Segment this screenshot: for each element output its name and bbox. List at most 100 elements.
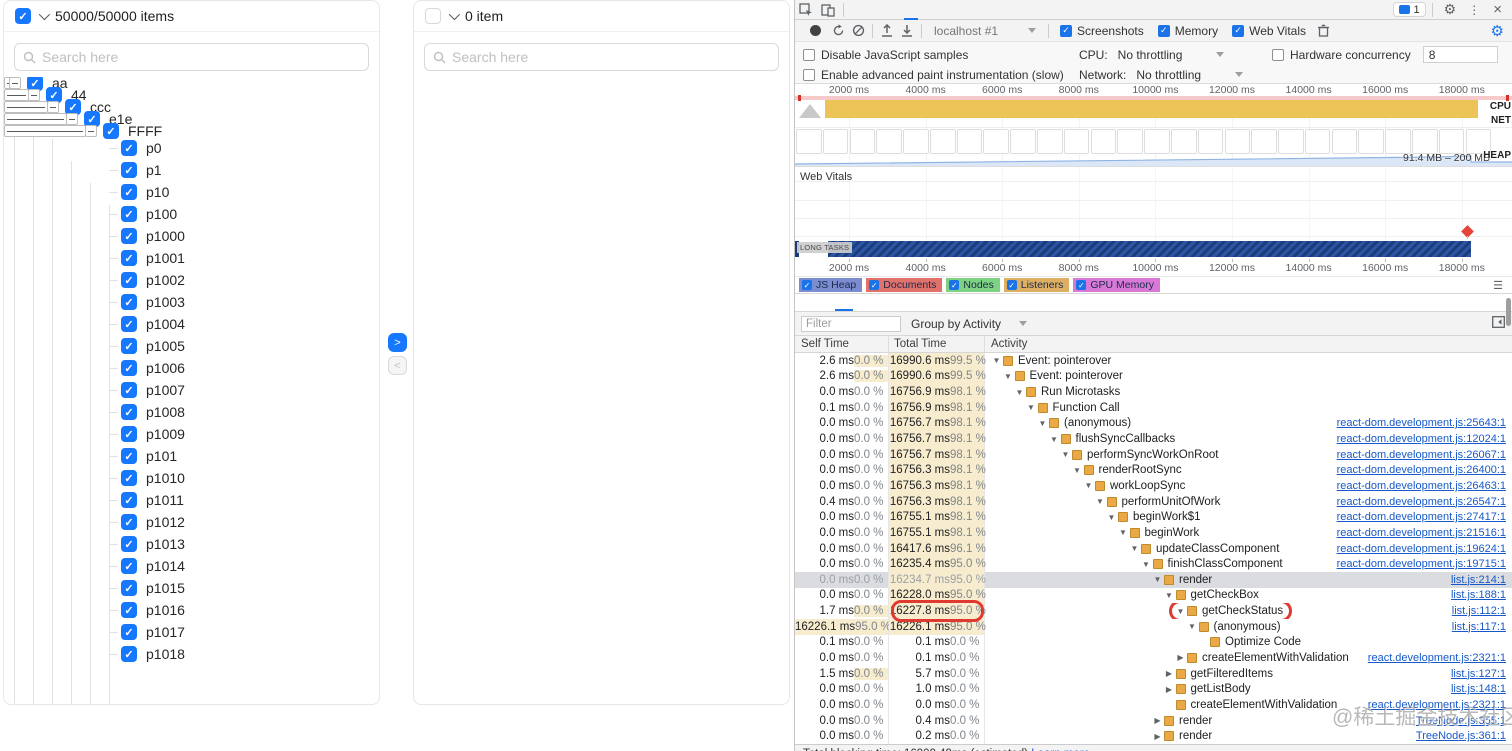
screenshot-frame[interactable] — [929, 129, 956, 154]
screenshot-frame[interactable] — [1090, 129, 1117, 154]
tree-item-checkbox[interactable]: ✓ — [121, 470, 137, 486]
devtools-tab[interactable] — [904, 0, 918, 20]
detail-tab[interactable] — [853, 293, 871, 311]
collapse-toggle-icon[interactable] — [9, 77, 21, 89]
devtools-tab[interactable] — [960, 0, 974, 20]
tree-item[interactable]: ✓ p1018 — [4, 643, 379, 665]
device-toolbar-icon[interactable] — [817, 2, 839, 18]
source-location-link[interactable]: list.js:188:1 — [1450, 589, 1506, 602]
expand-arrow-icon[interactable]: ▼ — [1142, 559, 1150, 569]
expand-arrow-icon[interactable]: ▼ — [1107, 512, 1116, 522]
long-task-bar[interactable] — [828, 241, 1471, 257]
tree-item[interactable]: ✓ p1 — [4, 159, 379, 181]
settings-gear-icon[interactable]: ⚙ — [1443, 1, 1457, 17]
save-profile-icon[interactable] — [897, 22, 917, 40]
tree-item-checkbox[interactable]: ✓ — [103, 123, 119, 139]
learn-more-link[interactable]: Learn more — [1031, 748, 1090, 751]
devtools-tab[interactable] — [862, 0, 876, 20]
call-tree-row[interactable]: 1.5 ms 0.0 % 5.7 ms 0.0 % ▶ getFilteredI… — [795, 665, 1512, 682]
move-right-button[interactable]: > — [388, 333, 407, 352]
source-location-link[interactable]: list.js:117:1 — [1451, 620, 1506, 633]
screenshot-frame[interactable] — [1197, 129, 1224, 154]
call-tree-row[interactable]: 0.0 ms 0.0 % 16756.7 ms 98.1 % ▼ perform… — [795, 446, 1512, 463]
expand-arrow-icon[interactable]: ▼ — [1038, 418, 1047, 428]
devtools-tab[interactable] — [946, 0, 960, 20]
call-tree-row[interactable]: 0.0 ms 0.0 % 0.1 ms 0.0 % ▶ createElemen… — [795, 650, 1512, 666]
screenshot-frame[interactable] — [1411, 129, 1438, 154]
expand-arrow-icon[interactable]: ▼ — [1084, 481, 1093, 491]
collapse-toggle-icon[interactable] — [66, 113, 78, 125]
screenshot-frame[interactable] — [1170, 129, 1197, 154]
screenshot-frame[interactable] — [1385, 129, 1411, 154]
screenshot-frame[interactable] — [1117, 129, 1143, 154]
expand-arrow-icon[interactable]: ▶ — [1177, 653, 1184, 663]
source-location-link[interactable]: list.js:127:1 — [1450, 667, 1506, 680]
close-devtools-icon[interactable]: × — [1493, 1, 1502, 18]
devtools-tab[interactable] — [918, 0, 932, 20]
group-by-select[interactable]: Group by Activity — [911, 317, 1028, 331]
scrollbar-thumb[interactable] — [1506, 298, 1511, 326]
select-all-checkbox[interactable]: ✓ — [15, 8, 31, 24]
tree-item-checkbox[interactable]: ✓ — [121, 294, 137, 310]
screenshot-frame[interactable] — [983, 129, 1010, 154]
call-tree-row[interactable]: 0.0 ms 0.0 % 16756.3 ms 98.1 % ▼ renderR… — [795, 462, 1512, 479]
timeline-overview[interactable]: 2000 ms 4000 ms 6000 ms 8000 ms 10000 ms 1200… — [795, 84, 1512, 167]
expand-arrow-icon[interactable]: ▼ — [1165, 590, 1173, 600]
screenshot-frame[interactable] — [1278, 129, 1304, 154]
screenshot-frame[interactable] — [1465, 129, 1492, 154]
source-location-link[interactable]: react-dom.development.js:25643:1 — [1336, 417, 1506, 430]
tree-item-checkbox[interactable]: ✓ — [121, 448, 137, 464]
tree-item[interactable]: ✓ p1006 — [4, 357, 379, 379]
screenshot-frame[interactable] — [1438, 129, 1465, 154]
more-options-icon[interactable]: ⋮ — [1468, 2, 1481, 17]
detail-tab[interactable] — [817, 293, 835, 311]
source-location-link[interactable]: react-dom.development.js:12024:1 — [1336, 433, 1506, 446]
screenshot-frame[interactable] — [1331, 129, 1358, 154]
call-tree-row[interactable]: 0.0 ms 0.0 % 16417.6 ms 96.1 % ▼ updateC… — [795, 540, 1512, 557]
screenshot-frame[interactable] — [876, 129, 902, 154]
disable-js-samples-row[interactable]: ✓ Disable JavaScript samples — [803, 44, 968, 65]
tree-item-checkbox[interactable]: ✓ — [121, 184, 137, 200]
call-tree-row[interactable]: 0.0 ms 0.0 % 16228.0 ms 95.0 % ▼ getChec… — [795, 587, 1512, 604]
tree-item[interactable]: ✓ p1002 — [4, 269, 379, 291]
tree-item[interactable]: ✓ p1004 — [4, 313, 379, 335]
screenshot-frame[interactable] — [956, 129, 983, 154]
source-location-link[interactable]: TreeNode.js:361:1 — [1415, 730, 1506, 743]
tree-item[interactable]: ✓ p1013 — [4, 533, 379, 555]
screenshot-frame[interactable] — [1358, 129, 1384, 154]
collapse-toggle-icon[interactable] — [28, 89, 40, 101]
expand-arrow-icon[interactable]: ▼ — [1096, 497, 1104, 507]
expand-arrow-icon[interactable]: ▶ — [1165, 684, 1173, 694]
call-tree-row[interactable]: 0.0 ms 0.0 % 16756.3 ms 98.1 % ▼ workLoo… — [795, 478, 1512, 494]
devtools-tab[interactable] — [848, 0, 862, 20]
tree-item[interactable]: ✓ p1000 — [4, 225, 379, 247]
call-tree-row[interactable]: 0.0 ms 0.0 % 16756.7 ms 98.1 % ▼ flushSy… — [795, 431, 1512, 447]
legend-chip[interactable]: ✓ Documents — [866, 278, 943, 292]
source-location-link[interactable]: list.js:148:1 — [1450, 683, 1506, 696]
tree-item[interactable]: ✓ p10 — [4, 181, 379, 203]
total-time-header[interactable]: Total Time — [889, 336, 985, 352]
tree-item[interactable]: ✓ p100 — [4, 203, 379, 225]
tree-item-checkbox[interactable]: ✓ — [121, 646, 137, 662]
tree-item[interactable]: ✓ p101 — [4, 445, 379, 467]
call-tree-row[interactable]: 0.0 ms 0.0 % 16756.9 ms 98.1 % ▼ Run Mic… — [795, 384, 1512, 400]
screenshot-frame[interactable] — [1144, 129, 1170, 154]
call-tree-row[interactable]: 2.6 ms 0.0 % 16990.6 ms 99.5 % ▼ Event: … — [795, 368, 1512, 385]
expand-arrow-icon[interactable]: ▼ — [1073, 465, 1081, 475]
call-tree-row[interactable]: 0.0 ms 0.0 % 0.4 ms 0.0 % ▶ render Tree — [795, 712, 1512, 729]
expand-arrow-icon[interactable]: ▼ — [1050, 434, 1058, 444]
filter-input[interactable]: Filter — [801, 315, 901, 332]
expand-arrow-icon[interactable]: ▶ — [1165, 669, 1173, 679]
tree-item-checkbox[interactable]: ✓ — [121, 228, 137, 244]
source-location-link[interactable]: list.js:112:1 — [1451, 605, 1506, 618]
call-tree-row[interactable]: 0.0 ms 0.0 % 16756.7 ms 98.1 % ▼ (anonym… — [795, 415, 1512, 432]
source-location-link[interactable]: react-dom.development.js:27417:1 — [1336, 511, 1506, 524]
reload-and-record-icon[interactable] — [828, 22, 848, 40]
trash-icon[interactable] — [1313, 22, 1333, 40]
web-vitals-lane[interactable]: Web Vitals — [795, 167, 1512, 240]
call-tree-row[interactable]: 1.7 ms 0.0 % 16227.8 ms 95.0 % ▼ getChec… — [795, 600, 1512, 622]
screenshot-frame[interactable] — [1251, 129, 1277, 154]
source-location-link[interactable]: react-dom.development.js:26400:1 — [1336, 464, 1506, 477]
expand-arrow-icon[interactable]: ▶ — [1154, 716, 1161, 726]
screenshot-frame[interactable] — [1224, 129, 1251, 154]
